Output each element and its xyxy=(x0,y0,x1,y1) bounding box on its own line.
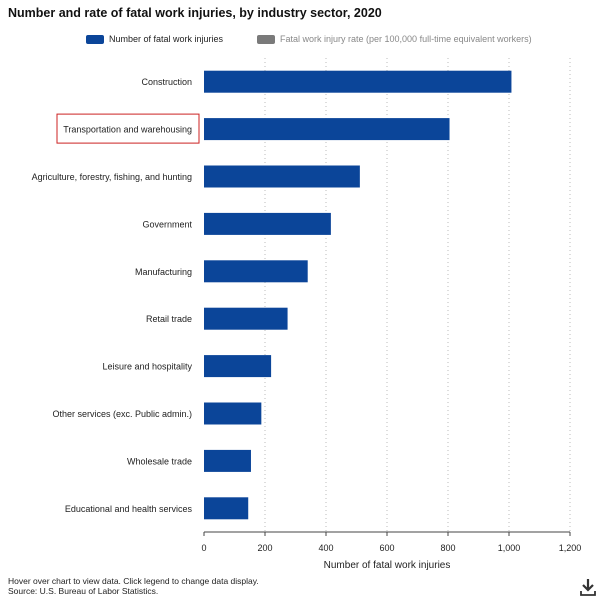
x-tick-label: 1,000 xyxy=(498,543,521,553)
footer: Hover over chart to view data. Click leg… xyxy=(8,576,259,596)
bar[interactable] xyxy=(204,402,262,425)
x-tick-label: 800 xyxy=(440,543,455,553)
category-label: Retail trade xyxy=(146,314,192,324)
legend-label: Fatal work injury rate (per 100,000 full… xyxy=(280,34,532,44)
legend-label: Number of fatal work injuries xyxy=(109,34,224,44)
legend-item-fatal-injuries[interactable]: Number of fatal work injuries xyxy=(86,34,223,44)
footer-source: Source: U.S. Bureau of Labor Statistics. xyxy=(8,586,159,596)
bar[interactable] xyxy=(204,355,272,378)
category-label: Government xyxy=(142,219,192,229)
footer-note: Hover over chart to view data. Click leg… xyxy=(8,576,259,586)
chart-title: Number and rate of fatal work injuries, … xyxy=(8,6,382,20)
legend-item-injury-rate[interactable]: Fatal work injury rate (per 100,000 full… xyxy=(257,34,532,44)
x-axis-title: Number of fatal work injuries xyxy=(324,560,451,571)
x-tick-label: 600 xyxy=(379,543,394,553)
bar[interactable] xyxy=(204,449,251,472)
bar[interactable] xyxy=(204,307,288,330)
bar[interactable] xyxy=(204,165,360,188)
bar[interactable] xyxy=(204,70,512,93)
legend-swatch xyxy=(86,34,104,44)
bar[interactable] xyxy=(204,212,331,235)
category-label: Agriculture, forestry, fishing, and hunt… xyxy=(32,172,192,182)
x-tick-label: 0 xyxy=(201,543,206,553)
x-tick-label: 400 xyxy=(318,543,333,553)
download-icon[interactable] xyxy=(580,578,596,596)
category-label: Construction xyxy=(141,77,192,87)
category-label: Wholesale trade xyxy=(127,456,192,466)
highlight-box xyxy=(56,113,200,144)
category-label: Educational and health services xyxy=(65,504,193,514)
bar[interactable] xyxy=(204,497,249,520)
category-label: Transportation and warehousing xyxy=(63,125,192,135)
x-tick-label: 1,200 xyxy=(559,543,582,553)
category-label: Other services (exc. Public admin.) xyxy=(52,409,192,419)
bar[interactable] xyxy=(204,118,450,141)
legend: Number of fatal work injuries Fatal work… xyxy=(0,34,600,48)
bar[interactable] xyxy=(204,260,308,283)
category-label: Leisure and hospitality xyxy=(102,362,192,372)
legend-swatch xyxy=(257,34,275,44)
x-tick-label: 200 xyxy=(257,543,272,553)
category-label: Manufacturing xyxy=(135,267,192,277)
